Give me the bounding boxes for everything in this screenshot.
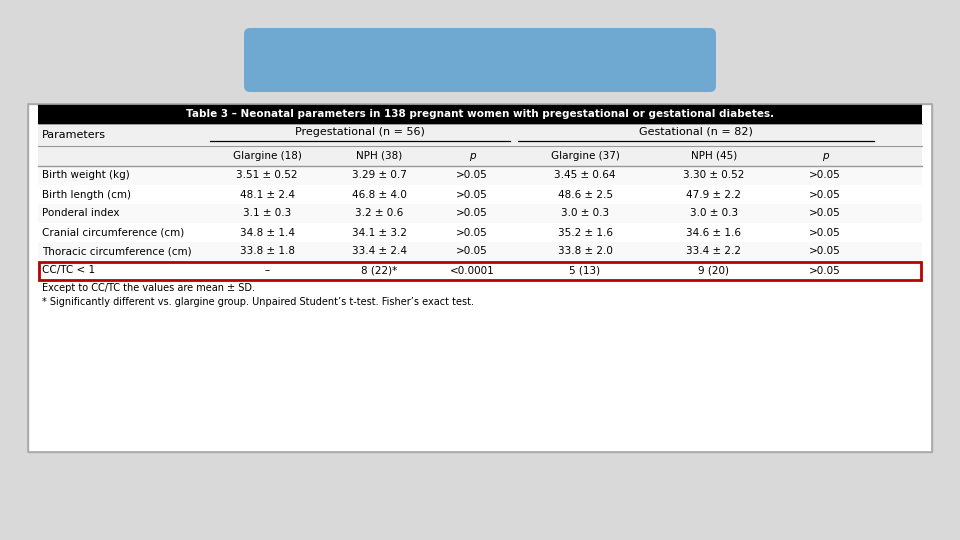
Text: *cranial (CC) and thoracic circumferences (TC): *cranial (CC) and thoracic circumference…: [343, 44, 617, 57]
Text: Except to CC/TC the values are mean ± SD.: Except to CC/TC the values are mean ± SD…: [42, 283, 255, 293]
FancyBboxPatch shape: [38, 185, 922, 204]
FancyBboxPatch shape: [38, 166, 922, 185]
Text: Parameters: Parameters: [42, 130, 106, 140]
Text: >0.05: >0.05: [809, 227, 841, 238]
Text: 33.4 ± 2.2: 33.4 ± 2.2: [686, 246, 741, 256]
Text: 3.1 ± 0.3: 3.1 ± 0.3: [243, 208, 291, 219]
Text: 3.51 ± 0.52: 3.51 ± 0.52: [236, 171, 298, 180]
Text: 46.8 ± 4.0: 46.8 ± 4.0: [351, 190, 406, 199]
FancyBboxPatch shape: [38, 223, 922, 242]
Text: >0.05: >0.05: [809, 190, 841, 199]
Text: Ponderal index: Ponderal index: [42, 208, 119, 219]
Text: Pregestational (n = 56): Pregestational (n = 56): [295, 127, 425, 137]
Text: p: p: [468, 151, 475, 161]
FancyBboxPatch shape: [38, 124, 922, 146]
Text: Birth length (cm): Birth length (cm): [42, 190, 131, 199]
Text: <0.0001: <0.0001: [449, 266, 494, 275]
Text: 34.6 ± 1.6: 34.6 ± 1.6: [686, 227, 741, 238]
FancyBboxPatch shape: [244, 28, 716, 92]
Text: Glargine (37): Glargine (37): [551, 151, 619, 161]
Text: Gestational (n = 82): Gestational (n = 82): [639, 127, 753, 137]
Text: 33.8 ± 1.8: 33.8 ± 1.8: [239, 246, 295, 256]
Text: 8 (22)*: 8 (22)*: [361, 266, 397, 275]
Text: CC/TC < 1 : indicates a disproportional body composition: CC/TC < 1 : indicates a disproportional …: [311, 64, 649, 77]
Text: –: –: [264, 266, 270, 275]
Text: Cranial circumference (cm): Cranial circumference (cm): [42, 227, 184, 238]
Text: >0.05: >0.05: [456, 246, 488, 256]
Text: 35.2 ± 1.6: 35.2 ± 1.6: [558, 227, 612, 238]
Text: 3.30 ± 0.52: 3.30 ± 0.52: [684, 171, 745, 180]
Text: p: p: [822, 151, 828, 161]
Text: >0.05: >0.05: [809, 246, 841, 256]
Text: Thoracic circumference (cm): Thoracic circumference (cm): [42, 246, 192, 256]
FancyBboxPatch shape: [38, 104, 922, 124]
FancyBboxPatch shape: [38, 204, 922, 223]
Text: >0.05: >0.05: [456, 190, 488, 199]
Text: >0.05: >0.05: [809, 171, 841, 180]
Text: Birth weight (kg): Birth weight (kg): [42, 171, 130, 180]
FancyBboxPatch shape: [38, 261, 922, 280]
Text: >0.05: >0.05: [456, 208, 488, 219]
Text: 3.45 ± 0.64: 3.45 ± 0.64: [554, 171, 615, 180]
Text: 34.1 ± 3.2: 34.1 ± 3.2: [351, 227, 406, 238]
Text: NPH (45): NPH (45): [691, 151, 737, 161]
Text: 3.29 ± 0.7: 3.29 ± 0.7: [351, 171, 406, 180]
Text: 5 (13): 5 (13): [569, 266, 601, 275]
Text: >0.05: >0.05: [809, 266, 841, 275]
Text: 9 (20): 9 (20): [699, 266, 730, 275]
Text: Table 3 – Neonatal parameters in 138 pregnant women with pregestational or gesta: Table 3 – Neonatal parameters in 138 pre…: [186, 109, 774, 119]
Text: CC/TC < 1: CC/TC < 1: [42, 266, 95, 275]
Text: 33.4 ± 2.4: 33.4 ± 2.4: [351, 246, 406, 256]
Text: 3.0 ± 0.3: 3.0 ± 0.3: [561, 208, 609, 219]
FancyBboxPatch shape: [38, 242, 922, 261]
Text: 33.8 ± 2.0: 33.8 ± 2.0: [558, 246, 612, 256]
Text: 34.8 ± 1.4: 34.8 ± 1.4: [239, 227, 295, 238]
Text: 47.9 ± 2.2: 47.9 ± 2.2: [686, 190, 741, 199]
FancyBboxPatch shape: [28, 104, 932, 452]
Text: 48.6 ± 2.5: 48.6 ± 2.5: [558, 190, 612, 199]
Text: >0.05: >0.05: [456, 227, 488, 238]
Text: Glargine (18): Glargine (18): [232, 151, 301, 161]
Text: 3.2 ± 0.6: 3.2 ± 0.6: [355, 208, 403, 219]
Text: * Significantly different vs. glargine group. Unpaired Student’s t-test. Fisher’: * Significantly different vs. glargine g…: [42, 297, 474, 307]
FancyBboxPatch shape: [38, 146, 922, 166]
Text: NPH (38): NPH (38): [356, 151, 402, 161]
Text: >0.05: >0.05: [809, 208, 841, 219]
Text: 3.0 ± 0.3: 3.0 ± 0.3: [690, 208, 738, 219]
Text: >0.05: >0.05: [456, 171, 488, 180]
Text: 48.1 ± 2.4: 48.1 ± 2.4: [239, 190, 295, 199]
